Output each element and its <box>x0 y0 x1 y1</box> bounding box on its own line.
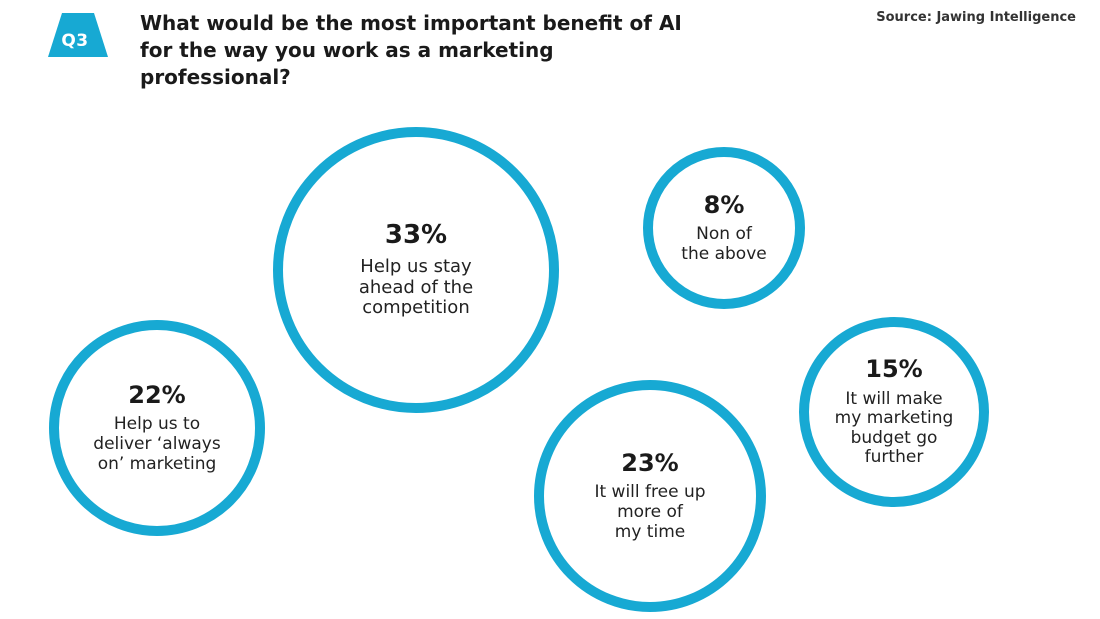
q3-badge-shape <box>48 13 108 57</box>
bubble-value: 15% <box>865 355 923 384</box>
bubble-label: It will make my marketing budget go furt… <box>834 388 954 468</box>
bubble-value: 23% <box>621 448 679 477</box>
bubble-label: Help us stay ahead of the competition <box>358 255 474 319</box>
bubble-value: 8% <box>703 190 745 219</box>
bubble-3: 23% It will free up more of my time <box>534 380 766 612</box>
bubble-label: It will free up more of my time <box>594 482 706 542</box>
bubble-4: 8% Non of the above <box>643 147 805 309</box>
bubble-value: 33% <box>384 220 448 251</box>
bubble-2: 22% Help us to deliver ‘always on’ market… <box>49 320 265 536</box>
bubble-5: 15% It will make my marketing budget go f… <box>799 317 989 507</box>
bubble-value: 22% <box>128 380 186 409</box>
source-note: Source: Jawing Intelligence <box>876 10 1076 25</box>
chart-title: What would be the most important benefit… <box>140 11 682 89</box>
bubble-1: 33% Help us stay ahead of the competition <box>273 127 559 413</box>
bubble-label: Non of the above <box>681 224 767 264</box>
bubble-label: Help us to deliver ‘always on’ marketing <box>93 414 221 474</box>
q3-badge-label: Q3 <box>61 31 89 51</box>
